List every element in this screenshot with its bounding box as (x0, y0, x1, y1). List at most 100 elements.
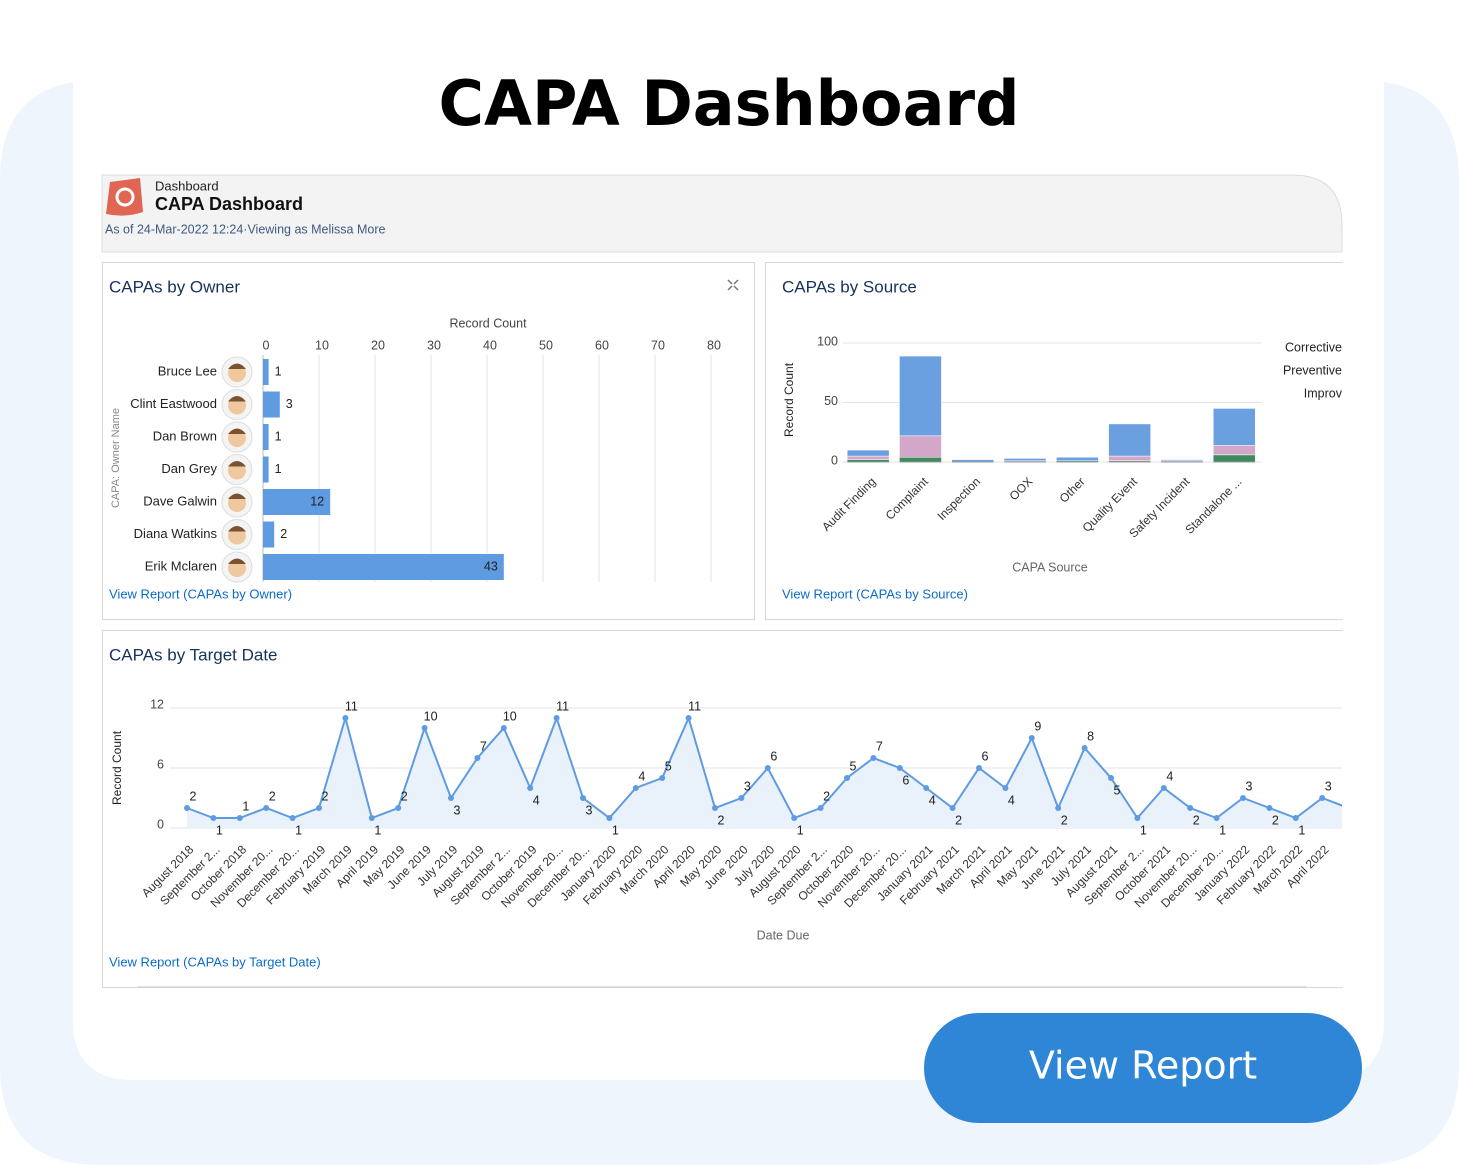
bar-segment (1213, 445, 1256, 456)
value-label: 2 (955, 813, 962, 827)
y-tick-label: 0 (831, 453, 838, 467)
value-label: 7 (480, 739, 487, 753)
category-label: Dan Grey (161, 461, 217, 476)
expand-icon[interactable] (727, 279, 739, 291)
point (289, 815, 296, 821)
panel-title: CAPAs by Owner (109, 277, 240, 296)
point (738, 795, 745, 801)
value-label: 2 (823, 789, 830, 803)
legend-label: Corrective (1285, 340, 1342, 354)
legend-label: Preventive (1283, 363, 1342, 377)
header-title: CAPA Dashboard (155, 194, 303, 214)
point (1240, 795, 1246, 801)
page-title: CAPA Dashboard (439, 67, 1020, 140)
value-label: 4 (638, 769, 645, 783)
point (844, 775, 850, 781)
bar-segment (1056, 456, 1099, 462)
point (632, 785, 639, 791)
point (606, 815, 613, 821)
value-label: 2 (190, 789, 197, 803)
point (263, 805, 270, 811)
bar-segment (1160, 459, 1204, 462)
x-axis-label: Record Count (449, 316, 527, 330)
bar-segment (846, 455, 890, 460)
y-axis-label: Record Count (782, 362, 796, 437)
bar (263, 424, 269, 450)
x-tick-label: 70 (651, 338, 665, 352)
bar (263, 456, 269, 483)
category-label: Dan Brown (153, 428, 217, 443)
category-label: Diana Watkins (134, 526, 218, 541)
avatar (221, 486, 253, 518)
value-label: 10 (503, 709, 517, 723)
value-label: 1 (1219, 823, 1226, 837)
value-label: 1 (1298, 823, 1305, 837)
avatar-hair (228, 493, 246, 499)
bar-segment (1108, 423, 1151, 457)
point (1266, 805, 1273, 811)
value-label: 11 (556, 699, 569, 713)
point (342, 715, 349, 721)
avatar (221, 551, 253, 583)
report-link[interactable]: View Report (CAPAs by Target Date) (109, 954, 321, 969)
header-label: Dashboard (155, 178, 219, 193)
value-label: 2 (1272, 813, 1279, 827)
value-label: 8 (1087, 729, 1094, 743)
y-axis-label: Record Count (110, 730, 124, 805)
value-label: 1 (612, 823, 619, 837)
bar (263, 391, 280, 418)
category-label: Dave Galwin (143, 493, 217, 508)
point (1055, 805, 1062, 811)
report-link[interactable]: View Report (CAPAs by Owner) (109, 586, 292, 601)
point (395, 805, 402, 811)
value-label: 6 (902, 773, 909, 787)
value-label: 4 (1166, 769, 1173, 783)
value-label: 5 (850, 759, 857, 773)
avatar-hair (228, 526, 246, 532)
point (527, 785, 534, 791)
bar (263, 554, 504, 580)
point (1160, 785, 1167, 791)
x-tick-label: 0 (263, 338, 270, 352)
point (1081, 745, 1088, 751)
category-label: Erik Mclaren (145, 558, 217, 573)
point (976, 765, 982, 771)
panel-title: CAPAs by Target Date (109, 645, 278, 664)
point (448, 795, 454, 801)
bar-segment (846, 449, 890, 457)
value-label: 1 (275, 364, 282, 378)
value-label: 4 (533, 793, 540, 807)
value-label: 1 (275, 462, 282, 476)
point (1108, 775, 1114, 781)
value-label: 6 (770, 749, 777, 763)
value-label: 2 (401, 789, 408, 803)
point (210, 815, 217, 821)
avatar-hair (228, 396, 246, 402)
point (685, 715, 692, 721)
value-label: 2 (269, 789, 276, 803)
report-link[interactable]: View Report (CAPAs by Source) (782, 586, 968, 601)
value-label: 9 (1034, 719, 1041, 733)
point (712, 805, 718, 811)
value-label: 5 (665, 759, 672, 773)
view-report-button[interactable] (924, 1013, 1362, 1123)
point (764, 765, 771, 771)
bar-segment (1213, 408, 1256, 446)
bar-segment (1003, 458, 1047, 462)
bar-segment (899, 456, 942, 463)
value-label: 3 (744, 779, 751, 793)
x-axis-label: CAPA Source (1012, 560, 1088, 574)
value-label: 3 (586, 803, 593, 817)
value-label: 1 (275, 429, 282, 443)
point (580, 795, 586, 801)
y-tick-label: 0 (157, 817, 164, 831)
x-tick-label: 30 (427, 338, 441, 352)
point (949, 805, 956, 811)
value-label: 2 (718, 813, 725, 827)
x-tick-label: 80 (707, 338, 721, 352)
avatar (221, 389, 253, 420)
value-label: 11 (688, 699, 701, 713)
point (817, 805, 824, 811)
button-label[interactable]: View Report (1029, 1044, 1257, 1088)
